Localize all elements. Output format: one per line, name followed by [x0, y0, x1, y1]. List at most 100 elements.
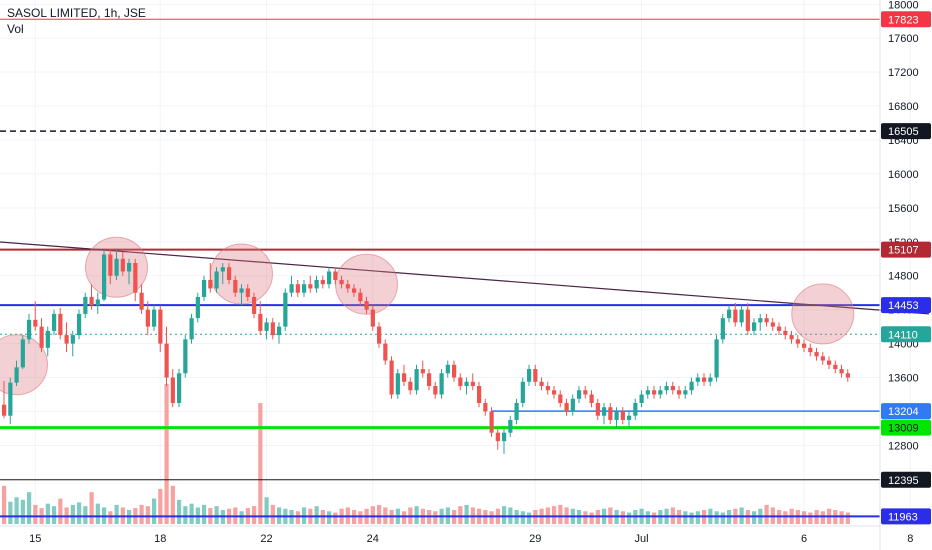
candle-body: [827, 360, 832, 365]
price-badge-label: 13204: [888, 406, 919, 418]
candle-body: [445, 364, 450, 374]
candle-body: [564, 402, 569, 412]
candle-body: [408, 381, 413, 391]
price-tick-label: 18000: [888, 0, 919, 11]
price-tick-label: 17600: [888, 33, 919, 45]
volume-bar: [108, 511, 113, 524]
candle-body: [695, 377, 700, 382]
candle-body: [508, 419, 513, 433]
volume-bar: [27, 492, 32, 524]
candle-body: [108, 254, 113, 276]
price-tick-label: 12800: [888, 440, 919, 452]
candle-body: [614, 411, 619, 420]
price-badge-label: 12395: [888, 475, 919, 487]
candle-body: [752, 322, 757, 331]
candle-body: [714, 339, 719, 378]
candle-body: [595, 402, 600, 416]
candle-body: [83, 296, 88, 314]
candle-body: [414, 369, 419, 391]
volume-bar: [52, 506, 57, 524]
symbol-title: SASOL LIMITED, 1h, JSE: [7, 6, 146, 20]
time-tick-label: 6: [801, 533, 807, 545]
volume-bar: [14, 497, 19, 524]
candle-body: [314, 279, 319, 289]
candle-body: [527, 369, 532, 382]
candle-body: [139, 292, 144, 310]
candle-body: [452, 364, 457, 378]
candle-body: [208, 279, 213, 289]
volume-bar: [402, 511, 407, 524]
price-badge-label: 14453: [888, 300, 919, 312]
volume-bar: [58, 498, 63, 524]
candle-body: [102, 254, 107, 300]
volume-bar: [558, 504, 563, 524]
price-tick-label: 13600: [888, 373, 919, 385]
volume-bar: [552, 506, 557, 524]
candle-body: [514, 402, 519, 420]
horizontal-levels: [0, 18, 880, 518]
candle-body: [114, 258, 119, 276]
candle-body: [77, 313, 82, 336]
candle-body: [170, 377, 175, 403]
candle-body: [689, 381, 694, 391]
candle-body: [758, 318, 763, 323]
volume-bar: [83, 506, 88, 524]
trendline-layer[interactable]: [0, 241, 930, 315]
candle-body: [214, 271, 219, 289]
candle-body: [295, 284, 300, 293]
volume-bar: [164, 384, 169, 524]
volume-bar: [458, 506, 463, 524]
volume-bar: [433, 511, 438, 524]
candle-body: [58, 313, 63, 336]
volume-bar: [627, 512, 632, 524]
volume-bar: [258, 403, 263, 524]
volume-bar: [170, 485, 175, 524]
time-axis[interactable]: 15 18 22 24 29 Jul 6 8: [0, 525, 913, 545]
candle-body: [289, 284, 294, 293]
time-tick-label: Jul: [634, 533, 648, 545]
candle-body: [814, 352, 819, 357]
candle-body: [327, 271, 332, 285]
candle-body: [189, 318, 194, 340]
candles: [2, 248, 850, 454]
candle-body: [727, 309, 732, 319]
candle-body: [720, 318, 725, 340]
candle-body: [652, 390, 657, 395]
volume-bar: [502, 506, 507, 524]
candle-body: [683, 390, 688, 395]
candle-body: [583, 390, 588, 395]
volume-bar: [189, 503, 194, 524]
candle-body: [470, 381, 475, 387]
candle-body: [64, 335, 69, 344]
volume-bar: [20, 499, 25, 524]
volume-bar: [327, 511, 332, 524]
candle-body: [439, 373, 444, 395]
candle-body: [620, 411, 625, 420]
candle-body: [820, 356, 825, 361]
price-tick-label: 14800: [888, 271, 919, 283]
candle-body: [95, 299, 100, 306]
volume-bar: [783, 511, 788, 524]
candle-body: [258, 313, 263, 331]
candle-body: [770, 322, 775, 327]
candle-body: [552, 390, 557, 395]
candle-body: [164, 343, 169, 378]
price-badge-label: 14110: [888, 329, 918, 341]
time-tick-label: 22: [260, 533, 272, 545]
volume-bar: [264, 497, 269, 524]
price-tick-label: 16800: [888, 101, 919, 113]
price-axis[interactable]: 1280013200136001400014400148001520015600…: [879, 0, 919, 550]
candle-body: [777, 326, 782, 331]
candle-body: [39, 326, 44, 348]
candle-body: [633, 402, 638, 416]
candle-body: [545, 386, 550, 391]
candle-body: [145, 309, 150, 327]
volume-bar: [370, 506, 375, 524]
candle-body: [27, 319, 32, 340]
candle-body: [802, 343, 807, 348]
price-badge-label: 16505: [888, 126, 919, 138]
candle-body: [333, 271, 338, 280]
volume-bar: [295, 511, 300, 524]
